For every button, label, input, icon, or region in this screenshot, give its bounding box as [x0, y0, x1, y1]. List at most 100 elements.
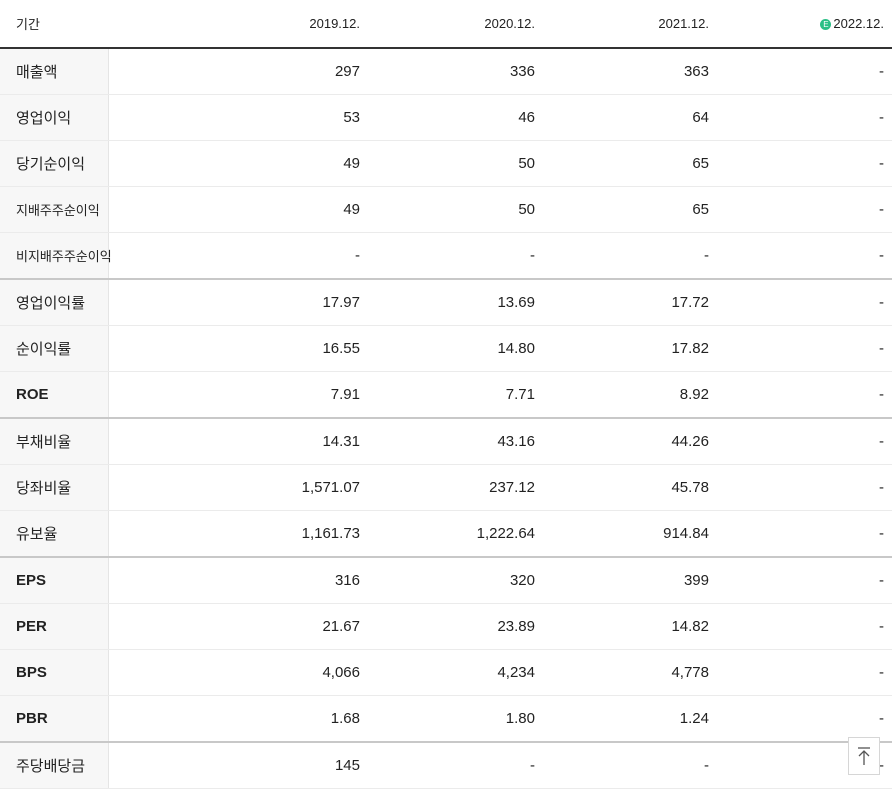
cell-value: 43.16 — [368, 417, 543, 465]
cell-value: 1,571.07 — [108, 464, 368, 511]
cell-value: 4,234 — [368, 649, 543, 696]
table-row-eps: EPS 316 320 399 - — [0, 556, 892, 604]
cell-value: - — [543, 741, 717, 789]
cell-value: 399 — [543, 556, 717, 604]
row-label: 부채비율 — [0, 417, 109, 465]
cell-value: - — [717, 649, 892, 696]
table-row-quick-ratio: 당좌비율 1,571.07 237.12 45.78 - — [0, 464, 892, 511]
cell-value: 14.31 — [108, 417, 368, 465]
table-row-controlling-net-income: 지배주주순이익 49 50 65 - — [0, 186, 892, 233]
cell-value: 316 — [108, 556, 368, 604]
row-label: 당기순이익 — [0, 140, 109, 187]
table-row-sales: 매출액 297 336 363 - — [0, 48, 892, 95]
row-label: 순이익률 — [0, 325, 109, 372]
cell-value: 145 — [108, 741, 368, 789]
cell-value: 1.68 — [108, 695, 368, 743]
scroll-to-top-button[interactable] — [848, 737, 880, 775]
cell-value: - — [717, 417, 892, 465]
cell-value: 14.80 — [368, 325, 543, 372]
cell-value: 64 — [543, 94, 717, 141]
cell-value: 1,222.64 — [368, 510, 543, 558]
cell-value: - — [108, 232, 368, 280]
cell-value: - — [717, 510, 892, 558]
row-label: 주당배당금 — [0, 741, 109, 789]
row-label: PER — [0, 603, 109, 650]
cell-value: 21.67 — [108, 603, 368, 650]
cell-value: 8.92 — [543, 371, 717, 419]
cell-value: 7.71 — [368, 371, 543, 419]
table-row-reserve-ratio: 유보율 1,161.73 1,222.64 914.84 - — [0, 510, 892, 558]
cell-value: 914.84 — [543, 510, 717, 558]
cell-value: - — [717, 556, 892, 604]
period-header-label: 기간 — [0, 0, 108, 49]
cell-value: 14.82 — [543, 603, 717, 650]
cell-value: 53 — [108, 94, 368, 141]
cell-value: 17.72 — [543, 278, 717, 326]
cell-value: 7.91 — [108, 371, 368, 419]
period-header-2021: 2021.12. — [543, 0, 717, 49]
cell-value: - — [717, 48, 892, 95]
cell-value: - — [717, 186, 892, 233]
cell-value: 1,161.73 — [108, 510, 368, 558]
cell-value: 363 — [543, 48, 717, 95]
cell-value: 17.97 — [108, 278, 368, 326]
table-row-roe: ROE 7.91 7.71 8.92 - — [0, 371, 892, 419]
row-label: 당좌비율 — [0, 464, 109, 511]
row-label: PBR — [0, 695, 109, 743]
row-label: 영업이익률 — [0, 278, 109, 326]
row-label: BPS — [0, 649, 109, 696]
cell-value: 4,066 — [108, 649, 368, 696]
row-label: 영업이익 — [0, 94, 109, 141]
cell-value: - — [717, 695, 892, 743]
table-row-bps: BPS 4,066 4,234 4,778 - — [0, 649, 892, 696]
row-label: 유보율 — [0, 510, 109, 558]
period-header-2020: 2020.12. — [368, 0, 543, 49]
cell-value: 336 — [368, 48, 543, 95]
table-row-per: PER 21.67 23.89 14.82 - — [0, 603, 892, 650]
cell-value: - — [717, 94, 892, 141]
cell-value: 50 — [368, 186, 543, 233]
arrow-up-to-top-icon — [858, 747, 870, 765]
cell-value: 23.89 — [368, 603, 543, 650]
period-header-2022: E 2022.12. — [717, 0, 892, 49]
cell-value: 65 — [543, 186, 717, 233]
cell-value: 4,778 — [543, 649, 717, 696]
cell-value: 49 — [108, 140, 368, 187]
cell-value: - — [368, 741, 543, 789]
row-label: EPS — [0, 556, 109, 604]
table-row-net-margin: 순이익률 16.55 14.80 17.82 - — [0, 325, 892, 372]
cell-value: - — [717, 603, 892, 650]
row-label: 비지배주주순이익 — [0, 232, 112, 280]
cell-value: 44.26 — [543, 417, 717, 465]
table-row-operating-margin: 영업이익률 17.97 13.69 17.72 - — [0, 278, 892, 326]
cell-value: 297 — [108, 48, 368, 95]
row-label: 지배주주순이익 — [0, 186, 109, 233]
cell-value: - — [717, 371, 892, 419]
row-label: ROE — [0, 371, 109, 419]
table-row-debt-ratio: 부채비율 14.31 43.16 44.26 - — [0, 417, 892, 465]
cell-value: - — [717, 464, 892, 511]
cell-value: 13.69 — [368, 278, 543, 326]
cell-value: 17.82 — [543, 325, 717, 372]
cell-value: 65 — [543, 140, 717, 187]
cell-value: 16.55 — [108, 325, 368, 372]
cell-value: 320 — [368, 556, 543, 604]
table-header-row: 기간 2019.12. 2020.12. 2021.12. E 2022.12. — [0, 0, 892, 49]
cell-value: 45.78 — [543, 464, 717, 511]
row-label: 매출액 — [0, 48, 109, 95]
period-header-2022-label: 2022.12. — [833, 16, 884, 31]
cell-value: - — [717, 278, 892, 326]
cell-value: - — [717, 232, 892, 280]
cell-value: 49 — [108, 186, 368, 233]
table-row-noncontrolling-net-income: 비지배주주순이익 - - - - — [0, 232, 892, 280]
cell-value: - — [368, 232, 543, 280]
table-row-net-income: 당기순이익 49 50 65 - — [0, 140, 892, 187]
table-row-pbr: PBR 1.68 1.80 1.24 - — [0, 695, 892, 743]
cell-value: 1.80 — [368, 695, 543, 743]
period-header-2019: 2019.12. — [108, 0, 368, 49]
cell-value: 237.12 — [368, 464, 543, 511]
table-row-dividend-per-share: 주당배당금 145 - - - — [0, 741, 892, 789]
table-row-operating-income: 영업이익 53 46 64 - — [0, 94, 892, 141]
